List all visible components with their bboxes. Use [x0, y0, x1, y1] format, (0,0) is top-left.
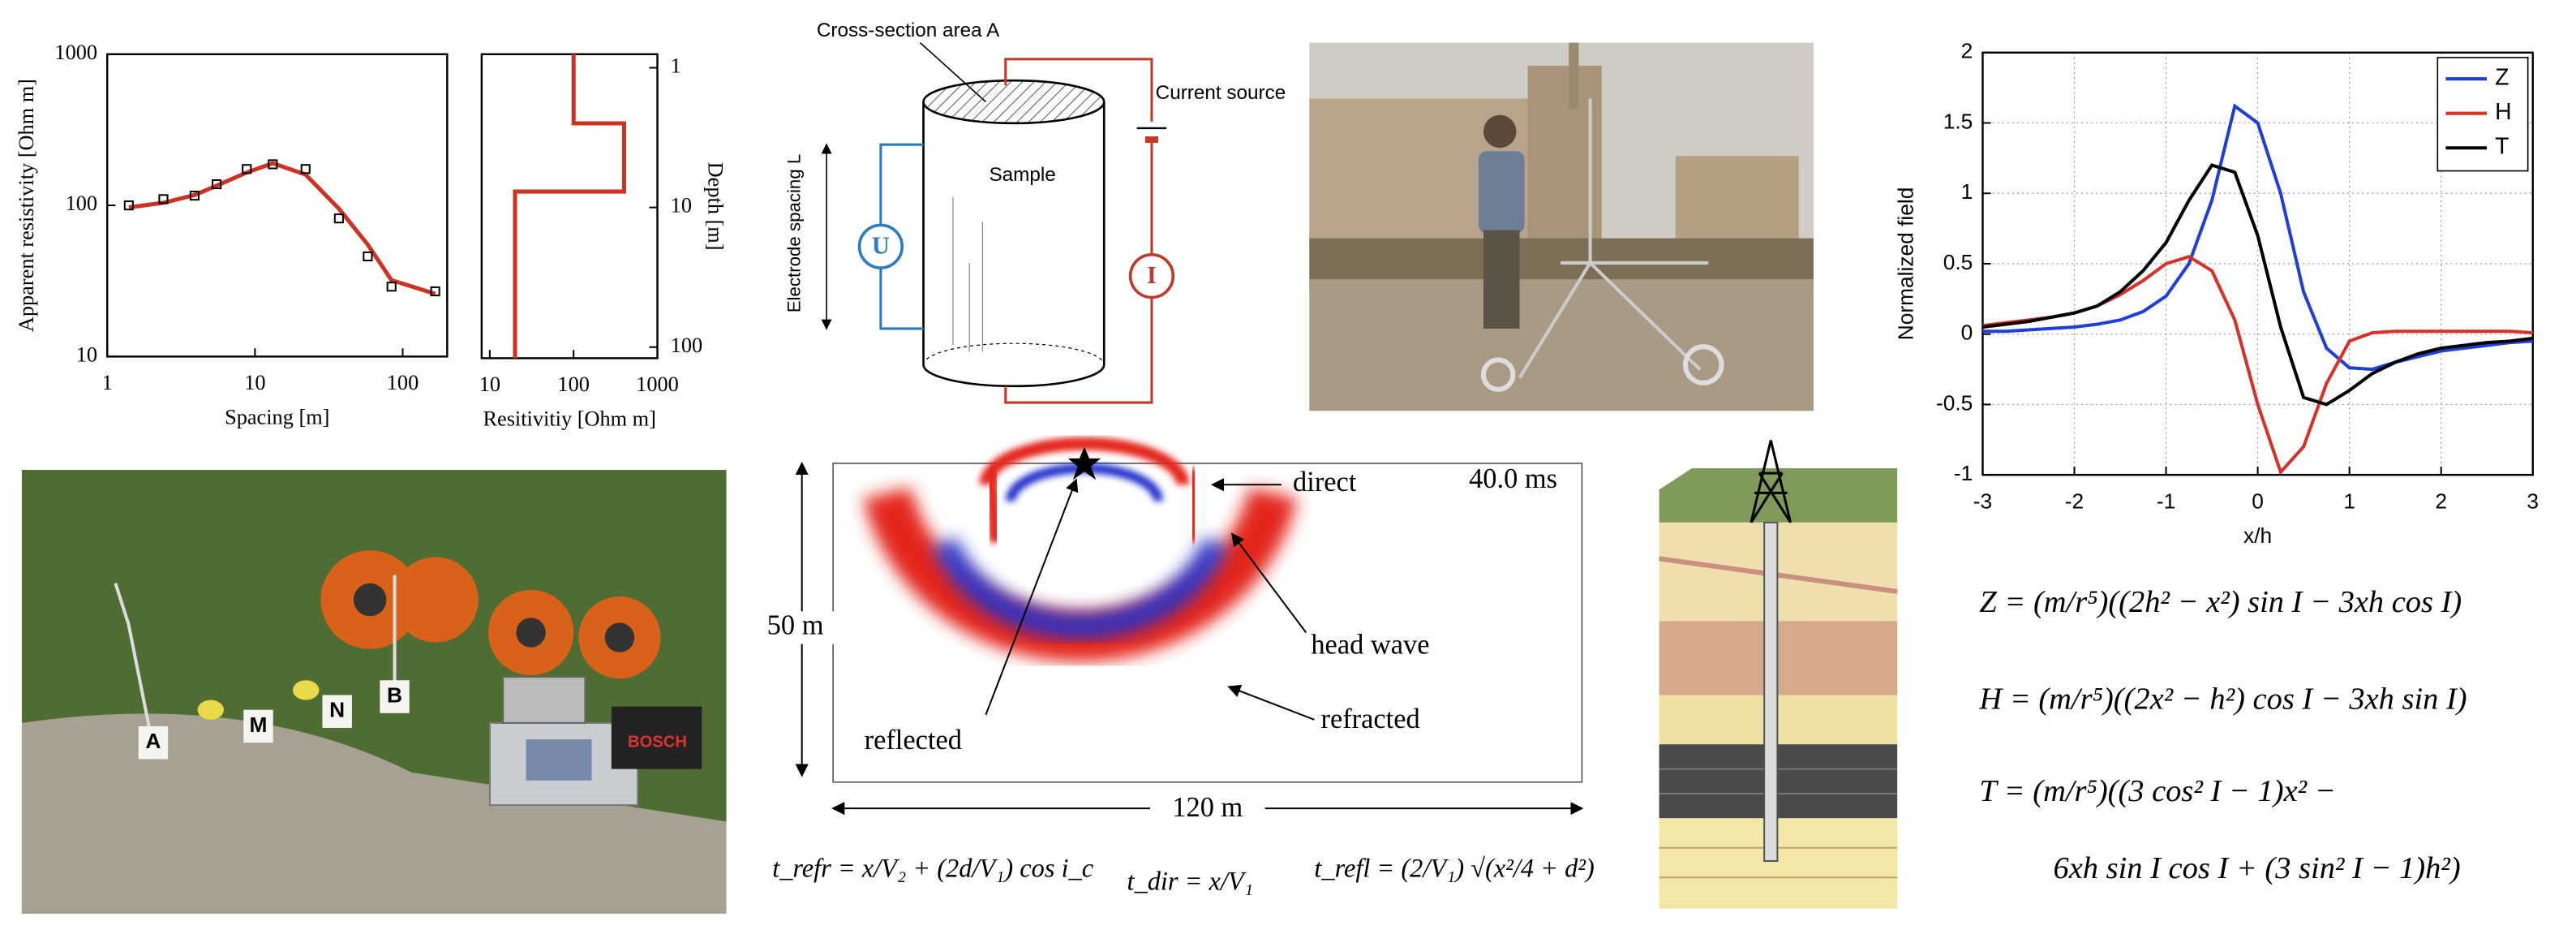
- x-axis-label: x/h: [2243, 523, 2272, 548]
- y-axis-label: Apparent resistivity [Ohm m]: [15, 79, 38, 332]
- y-tick-label: 0: [1961, 321, 1973, 345]
- y-tick-label: 1: [1961, 179, 1973, 204]
- x-tick-label: 10: [244, 371, 265, 394]
- plot-frame: [480, 53, 659, 360]
- y-tick-label: 0.5: [1943, 250, 1973, 274]
- data-marker: [430, 286, 440, 297]
- data-marker: [363, 251, 373, 261]
- resistivity-cell: Cross-section area A Sample I Current so…: [784, 19, 1286, 404]
- y-axis-label: Normalized field: [1893, 187, 1917, 341]
- x-tick-label: 100: [387, 371, 419, 394]
- electrode-label: A: [145, 729, 161, 753]
- battery-brand: BOSCH: [628, 734, 687, 751]
- legend-label: Z: [2495, 65, 2509, 91]
- x-axis-label: Resitivitiy [Ohm m]: [483, 407, 655, 430]
- y-tick-label: 10: [76, 342, 97, 366]
- direct-label: direct: [1293, 467, 1357, 497]
- x-tick-label: -3: [1973, 489, 1992, 514]
- x-tick-label: 1: [102, 371, 113, 394]
- x-tick-label: -2: [2065, 489, 2084, 514]
- field-photo: [1309, 42, 1814, 411]
- plot-frame: [1981, 51, 2534, 476]
- y-tick-label: -1: [1954, 461, 1973, 485]
- x-tick-label: 0: [2252, 489, 2264, 514]
- time-label: 40.0 ms: [1469, 463, 1557, 494]
- equation: H = (m/r⁵)((2x² − h²) cos I − 3xh sin I): [1978, 682, 2467, 716]
- y-tick-label: 1000: [54, 41, 97, 64]
- data-marker: [158, 194, 169, 205]
- data-line: [513, 54, 626, 359]
- area-label: Cross-section area A: [817, 19, 1000, 41]
- data-line: [1982, 103, 2533, 372]
- legend-label: T: [2495, 134, 2509, 160]
- x-tick-label: 2: [2435, 489, 2447, 514]
- sample-label: Sample: [989, 164, 1055, 186]
- equation: t_refr = x/V₂ + (2d/V₁) cos i_c: [772, 855, 1093, 884]
- x-tick-label: 10: [479, 372, 500, 396]
- borehole-diagram: [1659, 440, 1898, 909]
- data-marker: [268, 159, 278, 170]
- plot-frame: [106, 53, 449, 358]
- electrode-label: M: [250, 713, 268, 737]
- electrode-label: B: [387, 682, 402, 707]
- seismic-panel: 40.0 ms direct head wave refracted refle…: [759, 437, 1595, 897]
- x-tick-label: 1000: [636, 372, 679, 396]
- y-tick-label: 10: [671, 194, 692, 217]
- electrode-label: N: [329, 698, 345, 722]
- refracted-label: refracted: [1320, 704, 1419, 734]
- y-axis-label: Depth [m]: [703, 162, 727, 251]
- ammeter-label: I: [1147, 261, 1157, 289]
- x-tick-label: 3: [2527, 489, 2539, 514]
- data-marker: [242, 164, 252, 174]
- x-tick-label: 100: [557, 372, 589, 396]
- data-marker: [123, 200, 134, 211]
- x-axis-label: Spacing [m]: [225, 405, 329, 428]
- y-tick-label: -0.5: [1936, 390, 1973, 415]
- data-marker: [300, 164, 311, 174]
- width-label: 120 m: [1172, 792, 1243, 823]
- data-line: [1982, 163, 2533, 407]
- equation: 6xh sin I cos I + (3 sin² I − 1)h²): [2054, 851, 2461, 885]
- spacing-label: Electrode spacing L: [784, 154, 804, 313]
- survey-photo: BOSCH A M N B: [21, 470, 727, 914]
- equation: Z = (m/r⁵)((2h² − x²) sin I − 3xh cos I): [1979, 585, 2462, 619]
- y-tick-label: 1.5: [1943, 109, 1973, 133]
- data-line: [128, 161, 436, 296]
- equation: t_refl = (2/V₁) √(x²/4 + d²): [1314, 855, 1594, 884]
- head-wave-label: head wave: [1311, 630, 1429, 661]
- voltmeter-label: U: [872, 232, 890, 260]
- data-marker: [189, 191, 200, 201]
- reflected-label: reflected: [865, 725, 962, 756]
- y-tick-label: 1: [671, 54, 681, 78]
- equation: t_dir = x/V₁: [1127, 868, 1253, 897]
- data-marker: [386, 282, 397, 292]
- equation: T = (m/r⁵)((3 cos² I − 1)x² −: [1979, 774, 2335, 808]
- height-label: 50 m: [767, 609, 824, 640]
- source-label: Current source: [1156, 82, 1286, 104]
- y-tick-label: 100: [671, 334, 702, 357]
- x-tick-label: 1: [2343, 489, 2355, 514]
- legend-label: H: [2495, 99, 2511, 125]
- data-marker: [211, 179, 222, 190]
- y-tick-label: 100: [66, 192, 97, 215]
- x-tick-label: -1: [2157, 489, 2175, 514]
- data-marker: [333, 213, 344, 224]
- y-tick-label: 2: [1961, 39, 1973, 63]
- magnetic-equations: Z = (m/r⁵)((2h² − x²) sin I − 3xh cos I)…: [1978, 585, 2467, 885]
